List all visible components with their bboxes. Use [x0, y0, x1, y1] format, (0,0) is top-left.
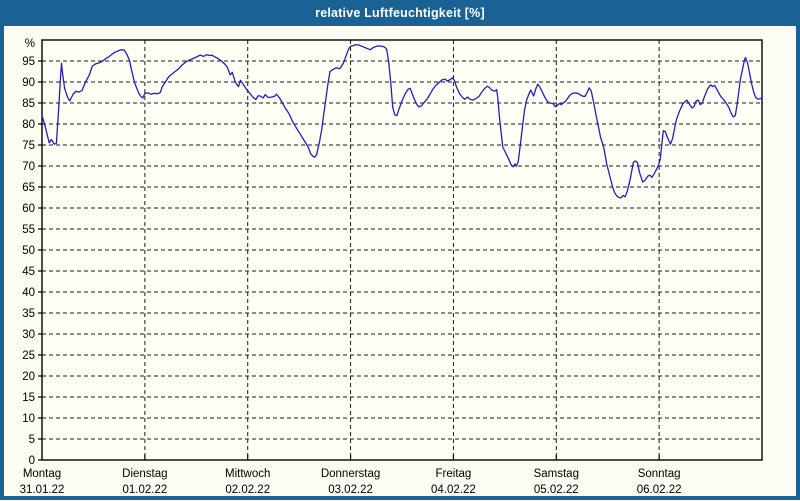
x-axis-day-label: Freitag [436, 468, 472, 480]
y-axis-tick-label: 60 [22, 203, 35, 215]
x-axis-date-label: 03.02.22 [328, 484, 373, 496]
x-axis-day-label: Dienstag [122, 468, 167, 480]
chart-title: relative Luftfeuchtigkeit [%] [315, 6, 485, 20]
y-axis-tick-label: 85 [22, 98, 35, 110]
x-axis-day-label: Donnerstag [321, 468, 380, 480]
y-axis-tick-label: 5 [29, 434, 35, 446]
x-axis-date-label: 01.02.22 [122, 484, 167, 496]
y-axis-tick-label: 30 [22, 329, 35, 341]
title-bar: relative Luftfeuchtigkeit [%] [4, 0, 796, 26]
y-axis-tick-label: 95 [22, 56, 35, 68]
humidity-chart: 0 5 10 15 20 25 30 35 40 45 50 55 60 65 70 75 80 85 90 95% M… [20, 38, 763, 496]
y-axis-tick-label: 40 [22, 287, 35, 299]
x-axis-day-label: Sonntag [638, 468, 681, 480]
x-axis-date-label: 02.02.22 [225, 484, 270, 496]
y-axis-tick-label: 50 [22, 245, 35, 257]
y-axis-tick-label: 65 [22, 182, 35, 194]
y-axis-tick-label: 25 [22, 350, 35, 362]
y-axis-tick-label: 15 [22, 392, 35, 404]
y-axis-tick-label: 90 [22, 77, 35, 89]
y-axis-tick-label: 10 [22, 413, 35, 425]
y-axis-tick-label: 0 [29, 455, 35, 467]
chart-content: 0 5 10 15 20 25 30 35 40 45 50 55 60 65 70 75 80 85 90 95% M… [4, 26, 796, 496]
y-axis-tick-label: 75 [22, 140, 35, 152]
x-axis-day-label: Mittwoch [225, 468, 270, 480]
y-axis-tick-label: 20 [22, 371, 35, 383]
y-axis-tick-label: 70 [22, 161, 35, 173]
x-axis-day-label: Samstag [534, 468, 579, 480]
y-axis-tick-label: 35 [22, 308, 35, 320]
x-axis-date-label: 31.01.22 [20, 484, 65, 496]
x-axis-day-label: Montag [23, 468, 61, 480]
y-axis-unit-label: % [25, 38, 35, 50]
x-axis-date-label: 06.02.22 [637, 484, 682, 496]
x-axis-date-label: 05.02.22 [534, 484, 579, 496]
x-axis-date-label: 04.02.22 [431, 484, 476, 496]
y-axis-tick-label: 80 [22, 119, 35, 131]
humidity-series-line [41, 43, 763, 199]
y-axis-tick-label: 45 [22, 266, 35, 278]
y-axis-tick-label: 55 [22, 224, 35, 236]
